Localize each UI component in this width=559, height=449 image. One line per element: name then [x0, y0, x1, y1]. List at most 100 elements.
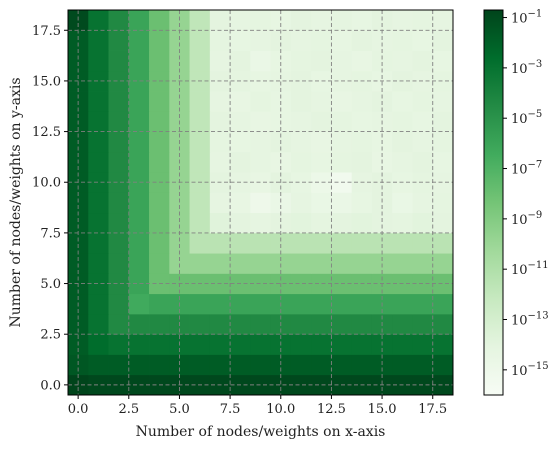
- colorbar-tick-label: 10−7: [511, 160, 542, 178]
- y-tick-label: 7.5: [40, 226, 61, 241]
- heatmap-cell: [432, 253, 454, 274]
- heatmap-cell: [128, 293, 150, 315]
- heatmap-cell: [149, 192, 170, 214]
- heatmap-cell: [250, 172, 272, 193]
- heatmap-cell: [311, 192, 332, 214]
- heatmap-cell: [290, 70, 312, 92]
- heatmap-cell: [230, 91, 251, 112]
- heatmap-cell: [311, 70, 332, 92]
- heatmap-cell: [230, 334, 251, 355]
- heatmap-cell: [351, 192, 373, 214]
- heatmap-cell: [189, 151, 211, 173]
- colorbar-tick-label: 10−5: [511, 109, 542, 127]
- heatmap-cell: [149, 30, 170, 51]
- colorbar: 10−1 10−3 10−5 10−7 10−9 10−11 10−13 10−15: [483, 9, 549, 396]
- heatmap-cell: [108, 91, 130, 112]
- heatmap-cell: [250, 10, 272, 31]
- x-tick-label: 7.5: [220, 402, 241, 417]
- heatmap-cell: [371, 30, 393, 51]
- heatmap-cell: [270, 30, 292, 51]
- heatmap-cell: [351, 151, 373, 173]
- heatmap-cell: [250, 253, 272, 274]
- heatmap-cell: [230, 354, 251, 376]
- heatmap-cell: [290, 131, 312, 153]
- heatmap-cell: [88, 273, 109, 295]
- heatmap-cell: [209, 232, 231, 254]
- heatmap-cell: [311, 293, 332, 315]
- y-tick-label: 0.0: [40, 378, 61, 393]
- x-tick-label: 15.0: [368, 402, 397, 417]
- heatmap-cell: [392, 131, 413, 153]
- heatmap-cell: [88, 374, 109, 396]
- heatmap-cell: [189, 212, 211, 234]
- heatmap-cell: [351, 212, 373, 234]
- heatmap-cell: [351, 293, 373, 315]
- heatmap-cell: [270, 232, 292, 254]
- heatmap-cell: [108, 131, 130, 153]
- heatmap-cell: [392, 151, 413, 173]
- heatmap-cell: [311, 131, 332, 153]
- heatmap-cell: [88, 151, 109, 173]
- heatmap-cell: [432, 151, 454, 173]
- heatmap-cell: [250, 111, 272, 132]
- heatmap-cell: [270, 374, 292, 396]
- heatmap-cell: [412, 334, 434, 355]
- heatmap-cell: [351, 253, 373, 274]
- heatmap-cell: [432, 131, 454, 153]
- heatmap-cell: [189, 253, 211, 274]
- heatmap-cell: [108, 334, 130, 355]
- grid-lines: [68, 10, 453, 395]
- heatmap-cell: [250, 70, 272, 92]
- heatmap-cell: [169, 232, 190, 254]
- heatmap-cell: [230, 293, 251, 315]
- heatmap-cell: [432, 273, 454, 295]
- y-tick-label: 2.5: [40, 328, 61, 343]
- heatmap-cell: [209, 192, 231, 214]
- heatmap-cell: [108, 10, 130, 31]
- heatmap-cell: [432, 172, 454, 193]
- x-tick-label: 12.5: [317, 402, 346, 417]
- heatmap-cell: [331, 10, 353, 31]
- heatmap-cell: [230, 313, 251, 335]
- heatmap-cell: [290, 232, 312, 254]
- heatmap-cell: [432, 70, 454, 92]
- heatmap-cell: [351, 334, 373, 355]
- heatmap-cell: [392, 111, 413, 132]
- heatmap-cell: [108, 50, 130, 72]
- x-tick-label: 2.5: [118, 402, 139, 417]
- heatmap-cell: [128, 172, 150, 193]
- colorbar-tick-label: 10−1: [511, 9, 542, 27]
- heatmap-cell: [88, 212, 109, 234]
- heatmap-cell: [149, 253, 170, 274]
- heatmap-cell: [392, 293, 413, 315]
- heatmap-cell: [250, 30, 272, 51]
- heatmap-cell: [270, 212, 292, 234]
- heatmap-cell: [68, 192, 89, 214]
- heatmap-cell: [250, 50, 272, 72]
- heatmap-cell: [209, 111, 231, 132]
- heatmap-cell: [149, 151, 170, 173]
- heatmap-cell: [290, 334, 312, 355]
- heatmap-cell: [432, 232, 454, 254]
- heatmap-cell: [432, 30, 454, 51]
- heatmap-cell: [88, 172, 109, 193]
- x-tick-label: 5.0: [169, 402, 190, 417]
- heatmap-cell: [149, 50, 170, 72]
- heatmap-cell: [88, 10, 109, 31]
- heatmap-cell: [128, 273, 150, 295]
- heatmap-cell: [209, 313, 231, 335]
- heatmap-cell: [149, 131, 170, 153]
- heatmap-cell: [412, 50, 434, 72]
- heatmap-cell: [412, 192, 434, 214]
- heatmap-cell: [311, 334, 332, 355]
- heatmap-cell: [432, 354, 454, 376]
- heatmap-cell: [88, 111, 109, 132]
- heatmap-cell: [250, 334, 272, 355]
- heatmap-cell: [189, 313, 211, 335]
- heatmap-cell: [108, 293, 130, 315]
- heatmap-cell: [149, 10, 170, 31]
- heatmap-cell: [128, 30, 150, 51]
- heatmap-cell: [311, 10, 332, 31]
- heatmap-cell: [311, 91, 332, 112]
- heatmap-cell: [351, 354, 373, 376]
